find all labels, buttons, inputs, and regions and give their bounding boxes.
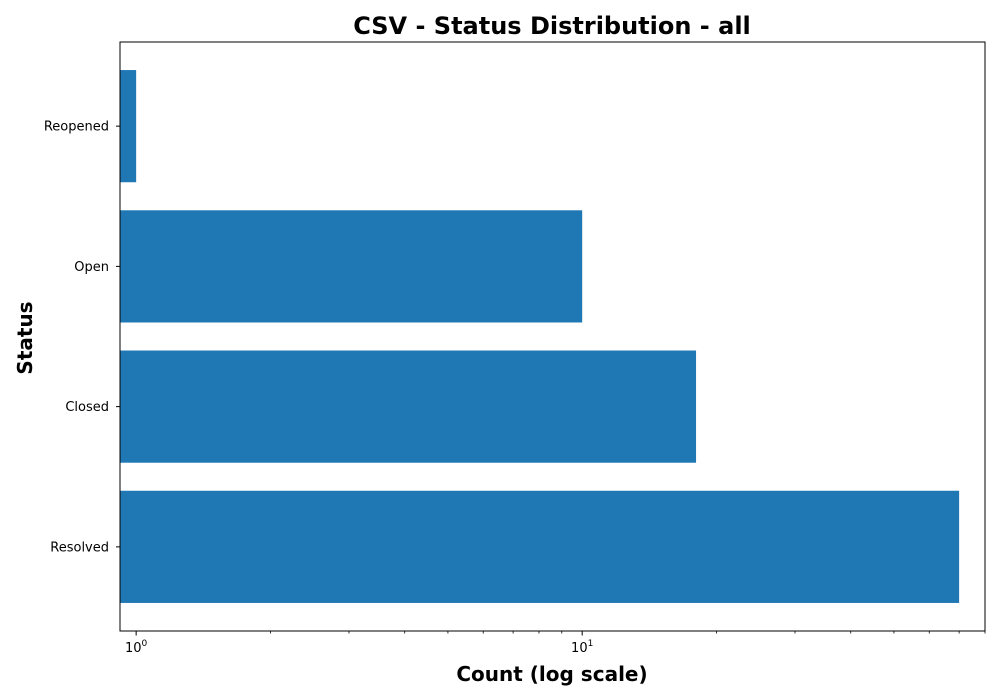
y-tick-label-closed: Closed [65,400,109,415]
y-tick-label-open: Open [74,260,109,275]
y-tick-label-reopened: Reopened [44,120,109,135]
plot-area: Resolved Closed Open Reopened 100 101 [44,70,986,656]
bar-resolved [120,490,960,603]
y-axis-label: Status [13,301,37,374]
x-axis-label: Count (log scale) [456,662,647,686]
bar-closed [120,350,697,463]
plot-frame [119,41,986,632]
chart-title: CSV - Status Distribution - all [353,12,751,40]
x-tick-label-0: 100 [125,639,148,656]
y-tick-label-resolved: Resolved [50,540,109,555]
bar-open [120,210,583,323]
x-tick-label-1: 101 [571,639,593,656]
bar-reopened [120,70,137,183]
